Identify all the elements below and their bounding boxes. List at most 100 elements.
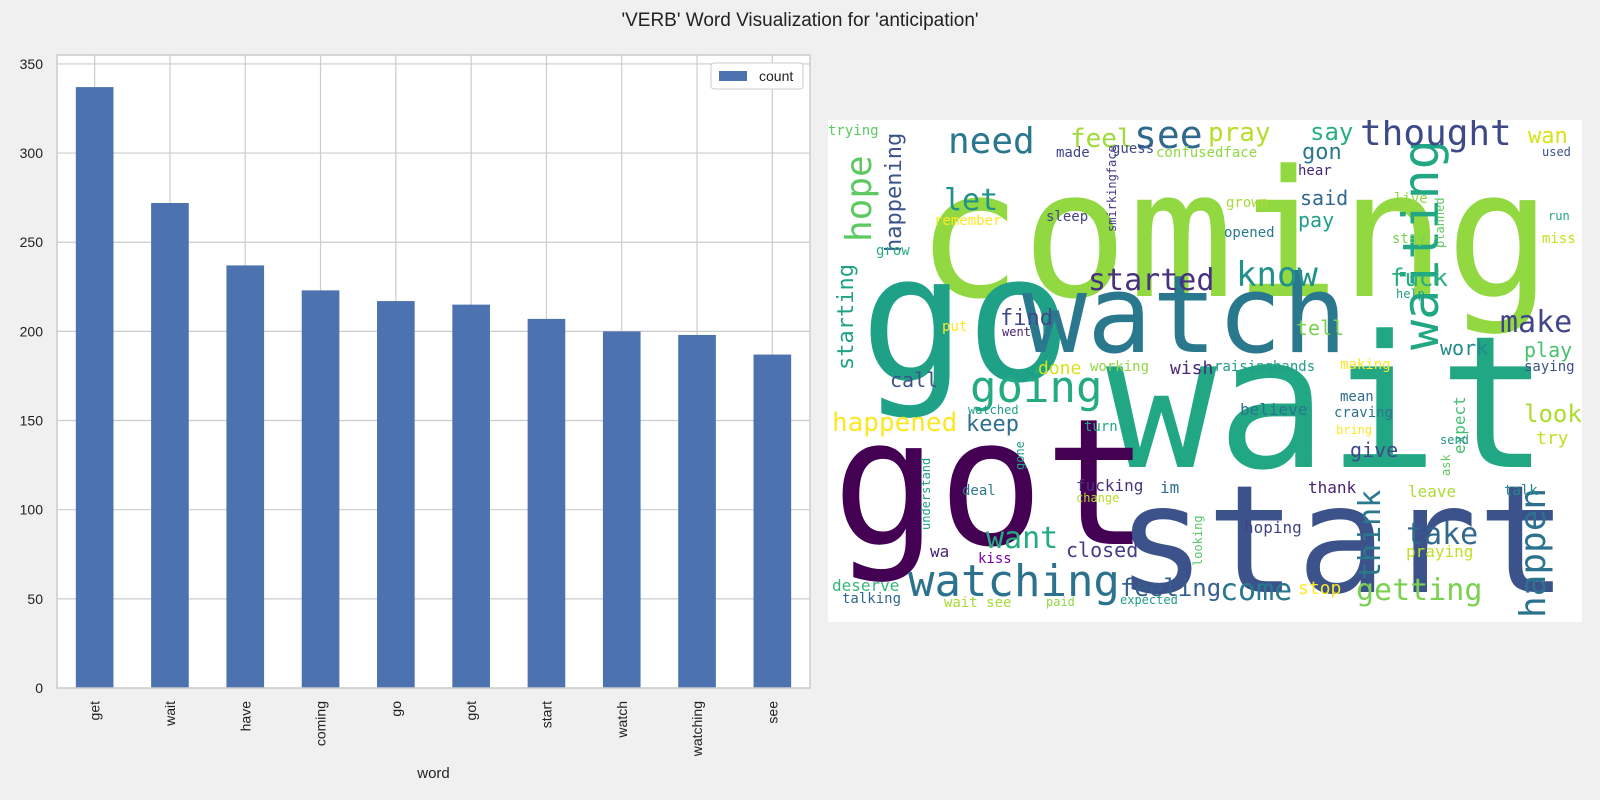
wordcloud-word: pray xyxy=(1208,120,1271,148)
wordcloud-word: mean xyxy=(1340,389,1374,405)
wordcloud-word: thank xyxy=(1308,478,1357,497)
wordcloud-word: take xyxy=(1406,517,1479,552)
legend-swatch xyxy=(719,71,747,81)
wordcloud-word: change xyxy=(1076,491,1120,505)
bar-start xyxy=(527,318,566,688)
wordcloud-word: working xyxy=(1090,359,1150,375)
bar-go xyxy=(377,301,415,688)
wordcloud-word: try xyxy=(1536,428,1569,449)
legend-label: count xyxy=(759,68,793,84)
wordcloud-word: wan xyxy=(1528,124,1568,149)
bar-chart: 0 50 100 150 200 250 300 350 get wait have coming go… xyxy=(20,54,811,782)
wordcloud-word: happen xyxy=(1513,487,1554,618)
wordcloud-word: happened xyxy=(832,408,958,438)
x-tick-label: wait xyxy=(162,701,178,727)
wordcloud-word: want xyxy=(986,521,1059,556)
wordcloud-word: keep xyxy=(966,412,1019,437)
wordcloud-word: send xyxy=(1440,433,1469,447)
wordcloud-word: bring xyxy=(1336,423,1373,437)
wordcloud-word: used xyxy=(1542,145,1571,159)
wordcloud-word: stay xyxy=(1392,231,1426,247)
wordcloud-word: miss xyxy=(1542,231,1576,247)
wordcloud-word: guess xyxy=(1112,141,1155,157)
wordcloud-word: play xyxy=(1524,338,1573,362)
wordcloud-word: make xyxy=(1500,305,1573,340)
wordcloud-word: remember xyxy=(934,213,1002,229)
wordcloud-word: deserve xyxy=(832,576,900,595)
wordcloud-word: im xyxy=(1160,478,1180,497)
wordcloud-word: happening xyxy=(882,132,907,252)
wordcloud-word: see xyxy=(1134,120,1203,157)
wordcloud-word: started xyxy=(1088,263,1215,298)
wordcloud-word: gone xyxy=(1013,441,1027,470)
wordcloud-word: hoping xyxy=(1244,518,1302,537)
wordcloud-word: made xyxy=(1056,145,1090,161)
wordcloud-word: planned xyxy=(1433,197,1447,248)
wordcloud-word: going xyxy=(970,362,1103,413)
wordcloud-word: confusedface xyxy=(1156,145,1258,161)
wordcloud-word: wait xyxy=(1106,297,1550,511)
wordcloud-word: let xyxy=(944,183,999,218)
wordcloud-word: talking xyxy=(842,591,902,607)
wordcloud-word: raisinghands xyxy=(1214,359,1316,375)
wordcloud-word: kiss xyxy=(978,551,1012,567)
wordcloud-word: talk xyxy=(1504,483,1538,499)
wordcloud-word: fuck xyxy=(1390,264,1448,292)
wordcloud-word: went xyxy=(1002,325,1031,339)
wordcloud-word: understand xyxy=(919,457,933,530)
x-tick-label: see xyxy=(764,701,780,724)
x-tick-label: have xyxy=(237,701,253,732)
x-axis-label: word xyxy=(416,765,450,782)
wordcloud-word: done xyxy=(1038,358,1082,379)
wordcloud-word: say xyxy=(1310,120,1354,146)
wordcloud-word: need xyxy=(948,121,1035,162)
y-tick-label: 250 xyxy=(20,234,44,250)
figure-title: 'VERB' Word Visualization for 'anticipat… xyxy=(621,10,979,31)
y-tick-label: 300 xyxy=(20,145,44,161)
bar-coming xyxy=(301,290,340,688)
wordcloud-word: praying xyxy=(1406,542,1474,561)
wordcloud-word: feel xyxy=(1070,124,1133,154)
wordcloud-word: saying xyxy=(1524,359,1575,375)
legend-box xyxy=(710,62,804,90)
y-tick-label: 50 xyxy=(27,591,43,607)
wordcloud-word: find xyxy=(1000,306,1053,331)
wordcloud-word: wish xyxy=(1170,358,1214,379)
wordcloud-word: grown xyxy=(1226,195,1269,211)
bar-have xyxy=(226,265,265,688)
wordcloud-word: making xyxy=(1340,357,1391,373)
wordcloud-word: craving xyxy=(1334,405,1394,421)
wordcloud-word: closed xyxy=(1066,538,1139,562)
wordcloud-word: pay xyxy=(1298,208,1335,232)
wordcloud-word: tell xyxy=(1296,316,1345,340)
x-tick-label: go xyxy=(388,701,404,717)
y-tick-label: 150 xyxy=(20,413,44,429)
wordcloud-word: turn xyxy=(1084,419,1118,435)
wordcloud-word: opened xyxy=(1224,225,1275,241)
wordcloud-word: got xyxy=(832,381,1150,586)
wordcloud-word: feeling xyxy=(1120,574,1222,602)
wordcloud-word: look xyxy=(1524,400,1582,428)
wordcloud-word: believe xyxy=(1240,400,1308,419)
wordcloud-word: give xyxy=(1350,438,1399,462)
x-tick-label: start xyxy=(538,701,554,728)
y-tick-label: 100 xyxy=(20,502,44,518)
x-tick-label: get xyxy=(87,701,103,721)
y-tick-label: 350 xyxy=(20,56,44,72)
wordcloud-word: know xyxy=(1236,255,1318,295)
wordcloud-word: watching xyxy=(908,556,1120,607)
bar-see xyxy=(753,354,792,688)
wordcloud-word: deal xyxy=(962,483,996,499)
wordcloud-word: help xyxy=(1396,287,1425,301)
bar-watching xyxy=(678,334,716,688)
wordcloud-word: live xyxy=(1394,191,1428,207)
x-tick-label: watch xyxy=(614,701,630,739)
wordcloud-word: paid xyxy=(1046,595,1075,609)
word-cloud: coming go wait got start watch watching waiting… xyxy=(828,120,1582,622)
wordcloud-word: wa xyxy=(930,542,950,561)
wordcloud-word: starting xyxy=(834,264,859,370)
wordcloud-word: think xyxy=(1353,489,1388,580)
bar-wait xyxy=(151,202,189,688)
y-tick-label: 0 xyxy=(35,680,43,696)
wordcloud-word: hope xyxy=(839,155,880,242)
